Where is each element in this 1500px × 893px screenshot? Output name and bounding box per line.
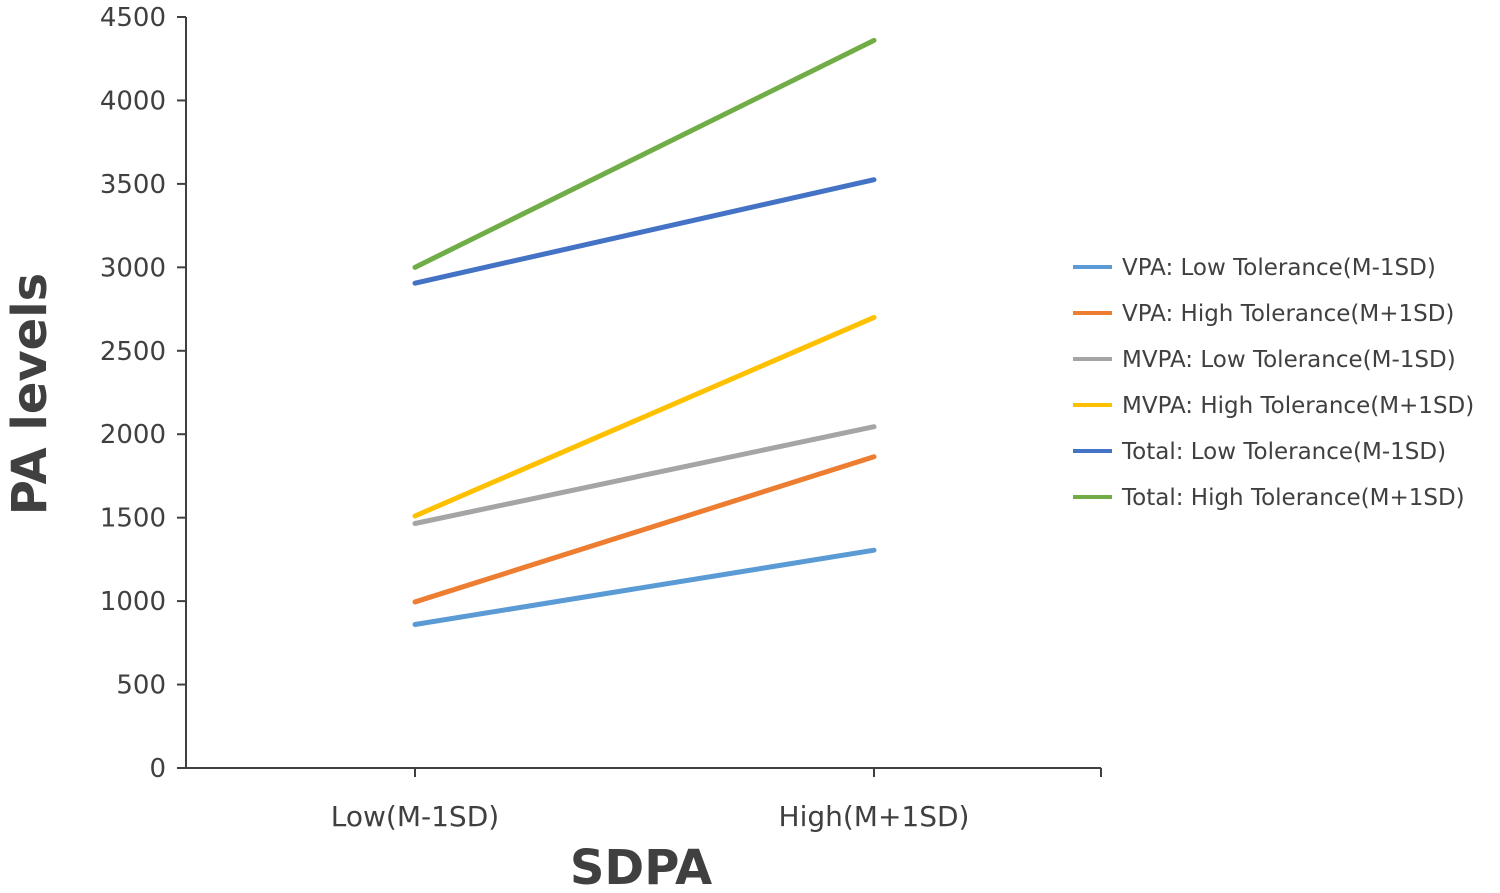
- y-tick-label: 2500: [100, 337, 166, 367]
- series-line-1: [412, 547, 877, 627]
- legend: VPA: Low Tolerance(M-1SD) VPA: High Toler…: [1073, 255, 1474, 511]
- legend-label: MVPA: Low Tolerance(M-1SD): [1122, 347, 1456, 373]
- series-lines: [412, 37, 877, 627]
- y-tick-label: 4000: [100, 86, 166, 116]
- series-line-2: [412, 454, 877, 605]
- y-tick-label: 1500: [100, 504, 166, 534]
- legend-label: Total: Low Tolerance(M-1SD): [1121, 439, 1446, 465]
- y-tick-label: 2000: [100, 420, 166, 450]
- y-axis-title: PA levels: [2, 273, 58, 516]
- x-tick-label: Low(M-1SD): [331, 800, 499, 833]
- x-axis-title: SDPA: [570, 840, 712, 893]
- legend-label: MVPA: High Tolerance(M+1SD): [1122, 393, 1474, 419]
- y-tick-label: 3000: [100, 253, 166, 283]
- series-line-5: [412, 177, 877, 286]
- y-axis: 0 500 1000 1500 2000 2500 3000 3500 4000 4500: [100, 3, 187, 784]
- series-line-3: [412, 424, 877, 527]
- legend-label: VPA: Low Tolerance(M-1SD): [1122, 255, 1436, 281]
- x-tick-label: High(M+1SD): [779, 800, 970, 833]
- legend-label: Total: High Tolerance(M+1SD): [1121, 485, 1465, 511]
- y-tick-label: 1000: [100, 587, 166, 617]
- legend-label: VPA: High Tolerance(M+1SD): [1122, 301, 1454, 327]
- y-tick-label: 3500: [100, 170, 166, 200]
- series-line-6: [412, 37, 877, 270]
- series-line-4: [412, 314, 877, 519]
- y-tick-label: 500: [116, 671, 166, 701]
- x-axis: Low(M-1SD) High(M+1SD): [186, 767, 1102, 833]
- y-tick-label: 0: [149, 754, 166, 784]
- y-tick-label: 4500: [100, 3, 166, 33]
